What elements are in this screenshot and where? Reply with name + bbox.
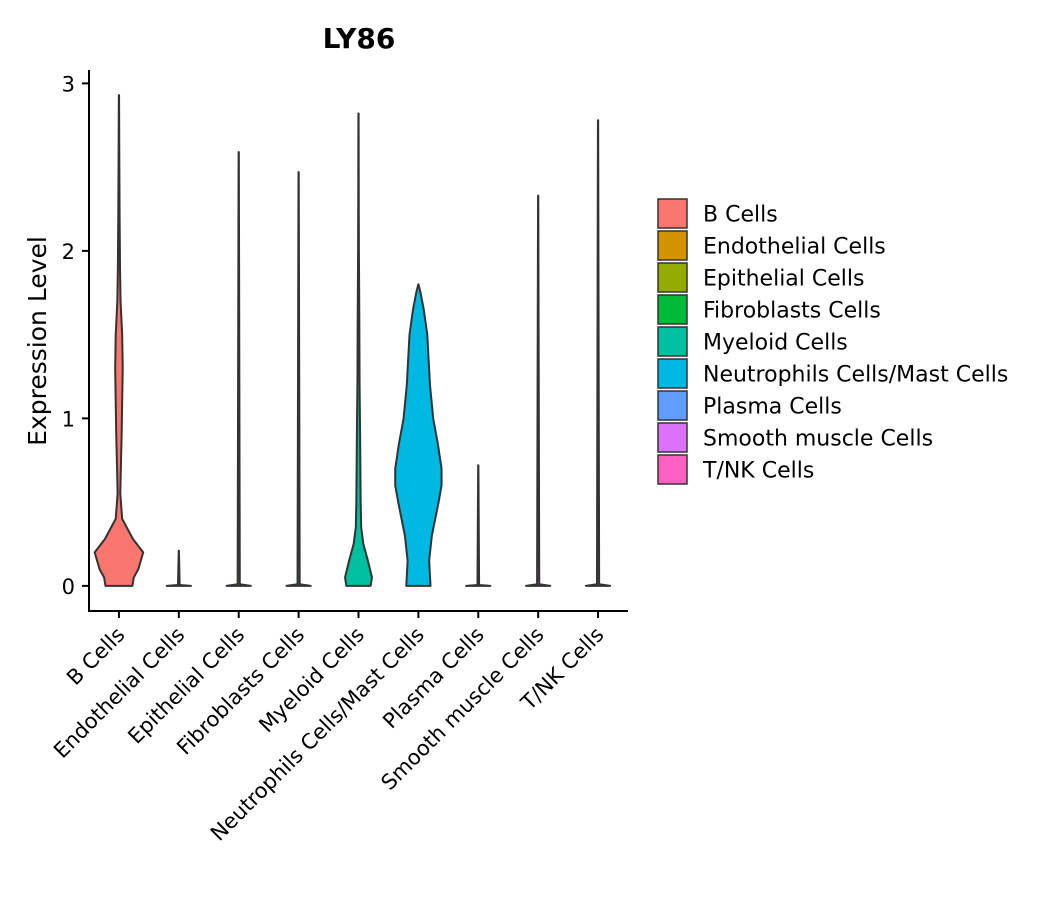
y-tick-label: 2	[62, 240, 75, 264]
legend-label: B Cells	[703, 203, 778, 228]
legend-key	[657, 422, 688, 453]
y-tick-label: 1	[62, 407, 75, 431]
legend-label: Smooth muscle Cells	[703, 427, 933, 452]
legend-label: Neutrophils Cells/Mast Cells	[703, 363, 1008, 388]
violin-smooth-muscle-cells	[525, 194, 552, 587]
legend-label: Endothelial Cells	[703, 235, 886, 260]
legend: B Cells Endothelial Cells Epithelial Cells…	[657, 198, 1008, 485]
x-tick-label: Myeloid Cells	[254, 623, 369, 738]
y-tick-label: 3	[62, 72, 75, 96]
y-tick-label: 0	[62, 575, 75, 599]
violin-plasma-cells	[465, 464, 492, 587]
legend-label: Myeloid Cells	[703, 331, 848, 356]
violins-group	[93, 94, 612, 587]
violin-endothelial-cells	[165, 549, 192, 587]
legend-key	[657, 390, 688, 421]
chart-title: LY86	[323, 22, 396, 55]
legend-label: Epithelial Cells	[703, 267, 864, 292]
legend-key	[657, 262, 688, 293]
legend-label: Fibroblasts Cells	[703, 299, 881, 324]
y-axis-title: Expression Level	[23, 236, 52, 446]
violin-t-nk-cells	[584, 119, 612, 587]
legend-key	[657, 294, 688, 325]
legend-label: T/NK Cells	[702, 459, 814, 484]
violin-neutrophils-cells-mast-cells	[394, 283, 443, 587]
legend-label: Plasma Cells	[703, 395, 842, 420]
legend-key	[657, 454, 688, 485]
legend-key	[657, 326, 688, 357]
violin-b-cells	[93, 94, 145, 587]
legend-key	[657, 198, 688, 229]
legend-key	[657, 358, 688, 389]
violin-fibroblasts-cells	[285, 171, 312, 587]
legend-key	[657, 230, 688, 261]
violin-epithelial-cells	[225, 151, 252, 587]
y-axis-ticks: 0 1 2 3	[62, 72, 89, 599]
violin-myeloid-cells	[344, 112, 373, 587]
